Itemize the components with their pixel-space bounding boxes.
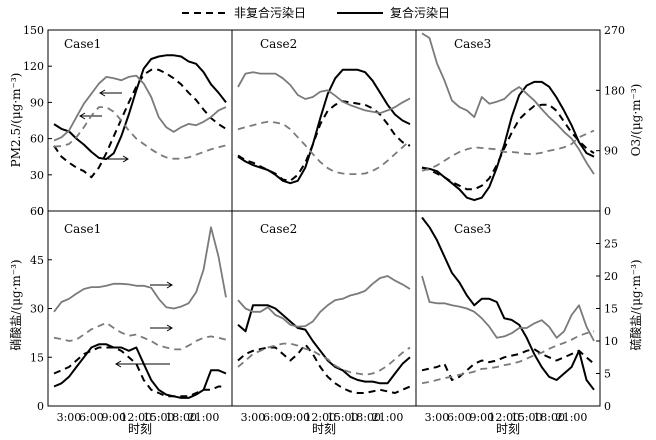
series-line	[53, 74, 227, 142]
xtick-label: 15:00	[511, 411, 543, 424]
ytick-right-label: 180	[604, 84, 625, 97]
series-line	[421, 330, 595, 385]
series-line	[237, 275, 411, 328]
ytick-right-label: 5	[604, 368, 611, 381]
ytick-left-label: 30	[30, 303, 44, 316]
series-line	[237, 343, 411, 394]
series-line	[53, 346, 226, 398]
ytick-right-label: 15	[604, 303, 618, 316]
xtick-label: 3:00	[425, 411, 450, 424]
ytick-right-label: 25	[604, 238, 618, 251]
xtick-label: 3:00	[57, 411, 82, 424]
ytick-right-label: 20	[604, 270, 618, 283]
series-line	[53, 226, 227, 313]
series-line	[237, 120, 411, 176]
series-line	[237, 68, 411, 185]
series-lines	[53, 32, 595, 399]
series-line	[53, 106, 227, 160]
panel-label-top-case3: Case3	[454, 37, 491, 51]
panel-label-top-case1: Case1	[64, 37, 101, 51]
ytick-left-label: 15	[30, 351, 44, 364]
series-line	[53, 321, 227, 351]
series-line	[421, 216, 595, 391]
panel-label-bottom-case1: Case1	[64, 222, 101, 236]
xtick-label: 9:00	[285, 411, 310, 424]
axis-ticks: 0306090120150090180270015304560051015202…	[23, 24, 625, 424]
y-axis-title-sulfate: 硫酸盐/(μg·m⁻³)	[628, 259, 643, 350]
legend: 非复合污染日 复合污染日	[182, 5, 450, 20]
xtick-label: 12:00	[304, 411, 336, 424]
xtick-label: 18:00	[533, 411, 565, 424]
series-line	[237, 342, 411, 376]
xtick-label: 3:00	[241, 411, 266, 424]
panel-label-bottom-case2: Case2	[260, 222, 297, 236]
series-line	[237, 71, 411, 114]
series-line	[421, 275, 595, 342]
ytick-left-label: 0	[37, 400, 44, 413]
xtick-label: 6:00	[447, 411, 472, 424]
series-line	[421, 129, 595, 172]
series-line	[53, 343, 227, 399]
xtick-label: 9:00	[101, 411, 126, 424]
ytick-left-label: 45	[30, 254, 44, 267]
xtick-label: 15:00	[143, 411, 175, 424]
ytick-left-label: 90	[30, 96, 44, 109]
xtick-label: 9:00	[469, 411, 494, 424]
xtick-label: 12:00	[120, 411, 152, 424]
xtick-label: 18:00	[165, 411, 197, 424]
xtick-label: 21:00	[188, 411, 220, 424]
series-line	[53, 54, 227, 161]
arrow-sulfate-right-2	[150, 324, 173, 332]
ytick-right-label: 0	[604, 205, 611, 218]
series-line	[421, 32, 595, 175]
legend-label-solid: 复合污染日	[390, 5, 450, 20]
legend-label-dashed: 非复合污染日	[234, 5, 306, 20]
plot-frame	[47, 29, 601, 407]
ytick-right-label: 0	[604, 400, 611, 413]
xtick-label: 6:00	[263, 411, 288, 424]
x-axis-title-2: 时刻	[312, 422, 336, 436]
ytick-right-label: 270	[604, 24, 625, 37]
panel-label-top-case2: Case2	[260, 37, 297, 51]
y-axis-title-nitrate: 硝酸盐/(μg·m⁻³)	[8, 259, 23, 350]
arrow-o3-left	[99, 89, 122, 97]
ytick-left-label: 120	[23, 60, 44, 73]
y-axis-title-pm25: PM2.5/(μg·m⁻³)	[9, 73, 23, 168]
arrow-pm25-right	[108, 155, 129, 163]
ytick-left-label: 60	[30, 133, 44, 146]
series-line	[237, 304, 411, 385]
xtick-label: 21:00	[556, 411, 588, 424]
xtick-label: 15:00	[327, 411, 359, 424]
arrow-sulfate-right	[150, 281, 173, 289]
ytick-left-label: 0	[37, 205, 44, 218]
xtick-label: 21:00	[372, 411, 404, 424]
x-axis-title-3: 时刻	[496, 422, 520, 436]
x-axis-title-1: 时刻	[128, 422, 152, 436]
ytick-left-label: 30	[30, 169, 44, 182]
xtick-label: 12:00	[488, 411, 520, 424]
xtick-label: 6:00	[79, 411, 104, 424]
y-axis-title-o3: O3/(μg·m⁻³)	[629, 84, 643, 157]
ytick-right-label: 10	[604, 335, 618, 348]
xtick-label: 18:00	[349, 411, 381, 424]
series-line	[421, 80, 595, 202]
panel-label-bottom-case3: Case3	[454, 222, 491, 236]
ytick-left-label: 150	[23, 24, 44, 37]
ytick-left-label: 60	[30, 205, 44, 218]
ytick-right-label: 90	[604, 145, 618, 158]
